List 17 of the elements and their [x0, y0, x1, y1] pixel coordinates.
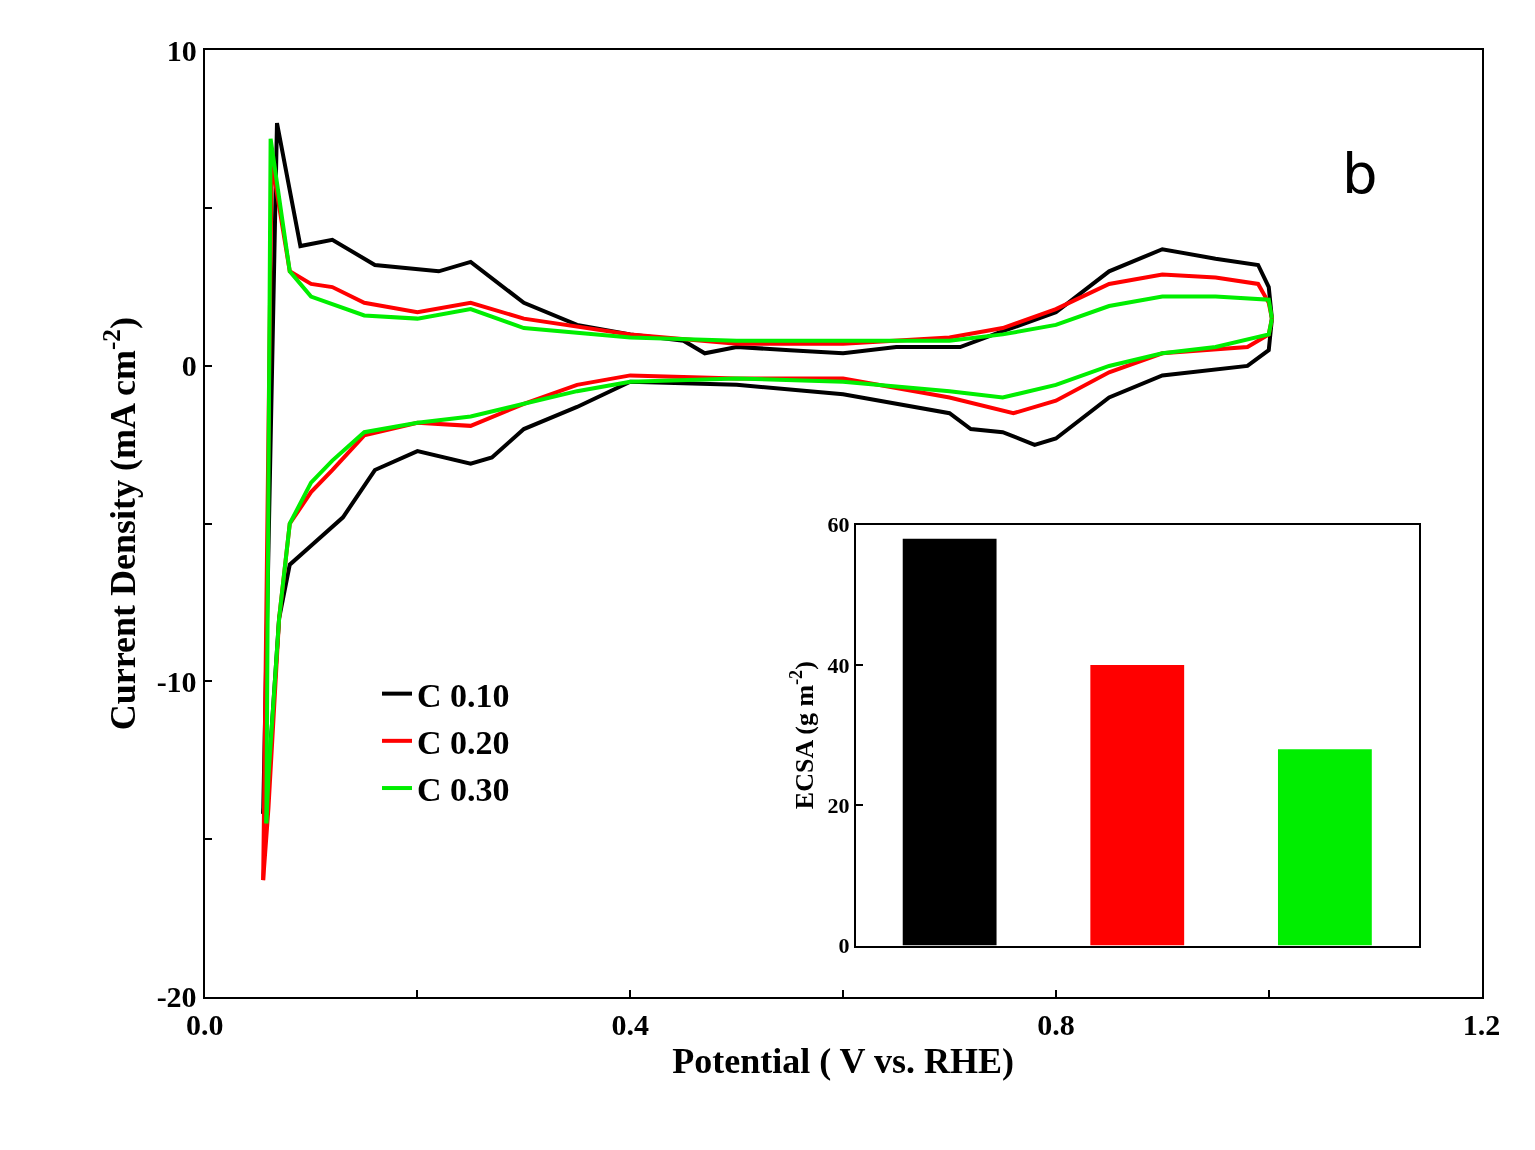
legend-label: C 0.30 [417, 771, 510, 809]
y-tick-label: 60 [827, 512, 850, 538]
x-tick-label: 1.2 [1462, 1007, 1501, 1041]
bar [1277, 749, 1372, 946]
annotation: b [1342, 141, 1378, 206]
legend-label: C 0.20 [417, 724, 510, 762]
x-axis-title: Potential ( V vs. RHE) [672, 1041, 1014, 1082]
bar [1090, 665, 1185, 946]
y-tick-label: 0 [181, 349, 197, 383]
x-tick-label: 0.8 [1037, 1007, 1075, 1041]
x-tick-label: 0.4 [611, 1007, 650, 1041]
y-tick-label: 20 [827, 792, 850, 818]
y-tick-label: -10 [156, 664, 197, 698]
y-tick-label: 40 [827, 652, 850, 678]
y-tick-label: 10 [166, 33, 197, 67]
legend-label: C 0.10 [417, 676, 510, 714]
y-tick-label: 0 [838, 933, 850, 959]
